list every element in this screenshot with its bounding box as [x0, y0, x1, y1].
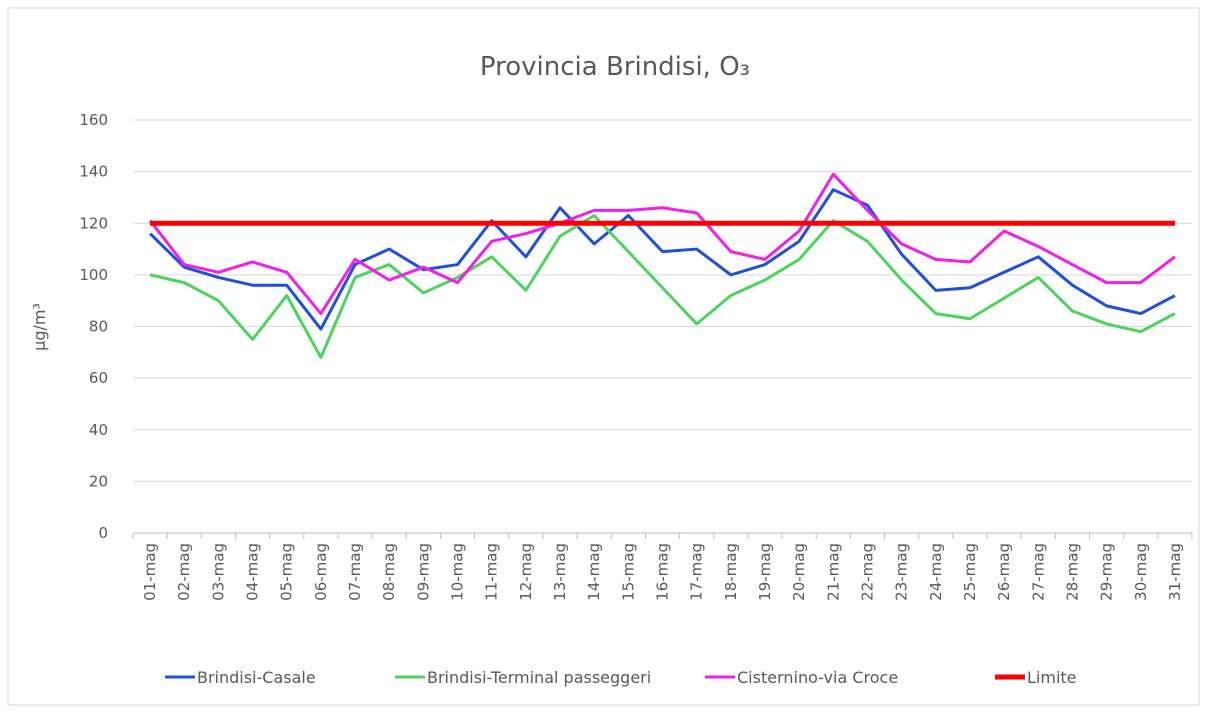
- x-tick-label: 21-mag: [824, 543, 842, 601]
- series-line: [149, 214, 1176, 359]
- y-tick-label: 140: [79, 163, 108, 181]
- x-tick-label: 31-mag: [1166, 543, 1184, 601]
- x-tick-label: 09-mag: [414, 543, 432, 601]
- x-tick-label: 13-mag: [551, 543, 569, 601]
- x-tick-label: 27-mag: [1029, 543, 1047, 601]
- x-tick-label: 17-mag: [688, 543, 706, 601]
- x-tick-label: 10-mag: [449, 543, 467, 601]
- x-tick-label: 03-mag: [209, 543, 227, 601]
- x-tick-label: 05-mag: [278, 543, 296, 601]
- y-tick-label: 40: [89, 421, 108, 439]
- y-tick-label: 0: [98, 524, 108, 542]
- x-tick-label: 04-mag: [244, 543, 262, 601]
- chart-title: Provincia Brindisi, O₃: [480, 52, 750, 82]
- legend-label: Limite: [1027, 668, 1077, 687]
- x-tick-label: 30-mag: [1132, 543, 1150, 601]
- x-tick-label: 01-mag: [141, 543, 159, 601]
- x-tick-label: 25-mag: [961, 543, 979, 601]
- y-tick-label: 100: [79, 266, 108, 284]
- series-line: [148, 172, 1176, 316]
- x-tick-label: 28-mag: [1063, 543, 1081, 601]
- legend-label: Brindisi-Terminal passeggeri: [427, 668, 651, 687]
- x-tick-label: 14-mag: [585, 543, 603, 601]
- y-tick-label: 80: [89, 318, 108, 336]
- legend-label: Cisternino-via Croce: [737, 668, 898, 687]
- x-tick-label: 15-mag: [619, 543, 637, 601]
- y-tick-label: 20: [89, 472, 108, 490]
- y-tick-label: 120: [79, 214, 108, 232]
- x-tick-label: 24-mag: [927, 543, 945, 601]
- x-tick-label: 16-mag: [654, 543, 672, 601]
- x-tick-label: 19-mag: [756, 543, 774, 601]
- x-tick-label: 02-mag: [175, 543, 193, 601]
- x-tick-label: 29-mag: [1098, 543, 1116, 601]
- x-tick-label: 26-mag: [995, 543, 1013, 601]
- y-tick-label: 60: [89, 369, 108, 387]
- series-line: [149, 188, 1176, 331]
- x-tick-label: 06-mag: [312, 543, 330, 601]
- x-tick-label: 23-mag: [893, 543, 911, 601]
- y-tick-label: 160: [79, 111, 108, 129]
- chart-border: [7, 7, 1200, 706]
- x-tick-label: 20-mag: [790, 543, 808, 601]
- x-tick-label: 22-mag: [858, 543, 876, 601]
- x-tick-label: 18-mag: [722, 543, 740, 601]
- legend-label: Brindisi-Casale: [197, 668, 316, 687]
- x-tick-label: 12-mag: [517, 543, 535, 601]
- x-tick-label: 08-mag: [380, 543, 398, 601]
- x-tick-label: 11-mag: [483, 543, 501, 601]
- x-tick-label: 07-mag: [346, 543, 364, 601]
- y-axis-label: µg/m³: [30, 303, 49, 351]
